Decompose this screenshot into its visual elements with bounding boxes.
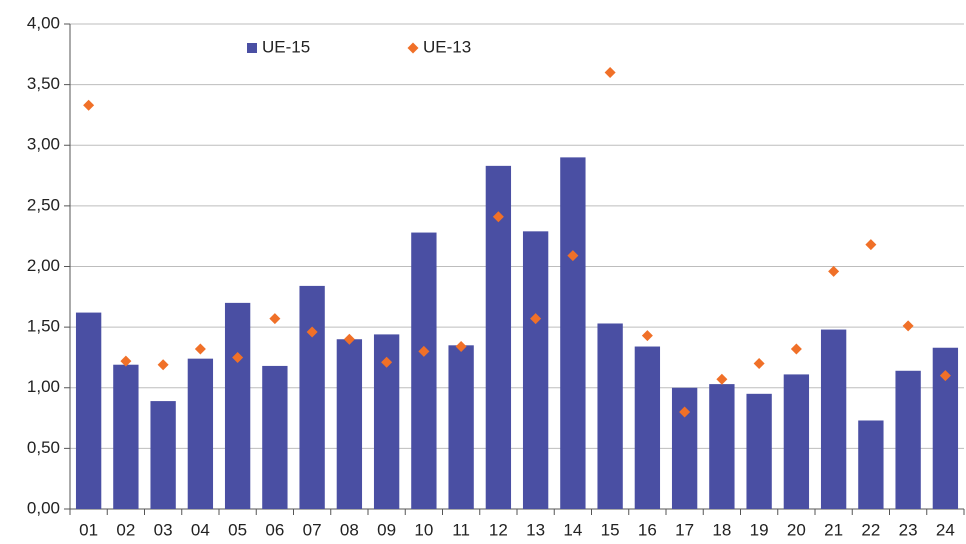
x-tick-label: 20 [787,520,806,539]
x-tick-label: 15 [601,520,620,539]
y-tick-label: 4,00 [27,13,60,32]
bar [187,358,214,509]
x-tick-label: 04 [191,520,210,539]
bar [709,384,735,509]
bar [75,312,102,509]
bar [299,285,325,509]
diamond-marker [567,250,579,262]
legend-swatch [407,42,419,54]
x-tick-label: 05 [228,520,247,539]
x-tick-label: 10 [414,520,433,539]
bar [224,302,251,509]
diamond-marker [753,358,765,369]
bar [820,329,847,509]
bar [411,232,437,510]
diamond-marker [679,406,691,418]
y-tick-label: 1,50 [27,317,60,336]
bar [336,339,363,509]
diamond-marker [269,313,281,325]
x-tick-label: 07 [303,520,322,539]
x-tick-label: 17 [675,520,694,539]
bar [485,165,512,510]
diamond-marker [418,345,430,357]
bar [858,420,884,509]
bar [448,345,474,509]
y-tick-label: 2,50 [27,195,60,214]
x-tick-label: 01 [79,520,98,539]
bar [150,401,176,509]
diamond-marker [343,333,355,345]
bar [895,370,921,509]
y-tick-label: 0,50 [27,438,60,457]
bar [560,157,586,509]
bar [746,393,772,509]
bar [783,374,810,509]
diamond-marker [306,326,318,338]
x-tick-label: 23 [899,520,918,539]
x-tick-label: 16 [638,520,657,539]
diamond-marker [828,265,840,277]
diamond-marker [157,359,169,371]
y-tick-label: 0,00 [27,498,60,517]
legend-label: UE-13 [423,37,471,56]
legend-swatch [247,43,257,53]
x-tick-label: 21 [824,520,843,539]
diamond-marker [530,313,542,325]
x-tick-label: 24 [936,520,955,539]
x-tick-label: 18 [712,520,731,539]
y-tick-label: 2,00 [27,256,60,275]
x-tick-label: 19 [750,520,769,539]
x-tick-label: 13 [526,520,545,539]
diamond-marker [120,355,132,367]
diamond-marker [194,343,206,355]
diamond-marker [939,370,951,382]
diamond-marker [902,320,914,332]
y-tick-label: 3,50 [27,74,60,93]
x-tick-label: 11 [452,520,470,539]
x-tick-label: 12 [489,520,508,539]
diamond-marker [790,343,802,355]
bar [634,346,661,509]
x-tick-label: 08 [340,520,359,539]
bar [522,231,549,509]
diamond-marker [641,330,653,342]
diamond-marker [381,356,393,368]
diamond-marker [83,99,95,111]
diamond-marker [604,67,616,78]
x-tick-label: 09 [377,520,396,539]
x-tick-label: 02 [116,520,135,539]
bar [597,323,623,509]
legend-label: UE-15 [262,37,310,56]
bar [671,387,698,509]
x-tick-label: 14 [563,520,582,539]
bar [113,364,139,509]
y-tick-label: 1,00 [27,377,60,396]
y-tick-label: 3,00 [27,135,60,154]
x-tick-label: 03 [154,520,173,539]
x-tick-label: 22 [861,520,880,539]
diamond-marker [232,351,244,363]
diamond-marker [492,211,504,223]
x-tick-label: 06 [265,520,284,539]
diamond-marker [455,341,467,353]
bar [262,365,288,509]
diamond-marker [865,239,877,251]
diamond-marker [716,373,728,385]
